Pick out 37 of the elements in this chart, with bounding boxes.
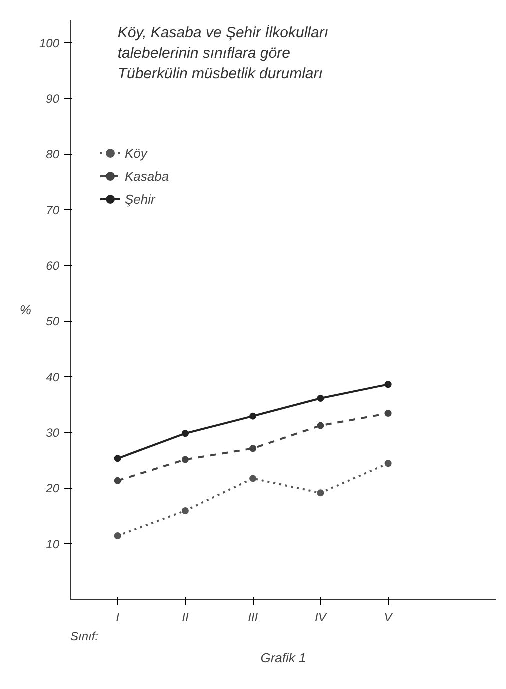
legend-label: Kasaba	[125, 168, 170, 184]
x-tick-label: IV	[315, 610, 328, 624]
point	[317, 490, 324, 497]
y-tick-label: 10	[46, 537, 60, 552]
legend-label: Köy	[125, 146, 148, 160]
legend-label: Şehir	[125, 192, 156, 206]
x-axis-title: Sınıf:	[70, 630, 99, 644]
point	[384, 460, 392, 468]
point	[250, 412, 257, 420]
point	[384, 381, 392, 388]
point	[114, 477, 122, 484]
y-tick-label: 80	[46, 148, 60, 162]
point	[182, 430, 189, 438]
point	[384, 410, 392, 418]
y-tick-label: 60	[46, 258, 60, 273]
x-tick-label: I	[116, 610, 120, 624]
point	[317, 422, 324, 430]
point	[182, 507, 189, 514]
x-tick-label: III	[248, 610, 259, 624]
y-tick-label: 70	[46, 203, 60, 218]
point	[250, 475, 257, 482]
y-tick-label: 90	[46, 92, 60, 106]
x-tick-label: II	[182, 610, 190, 624]
point	[250, 445, 257, 452]
y-tick-label: 40	[46, 370, 60, 384]
text: Köy, Kasaba ve Şehir İlkokulları talebelerinin sınıflara göre Tüberkülin müsbetlik durumları	[118, 24, 329, 82]
y-tick-label: 30	[46, 426, 60, 440]
point	[317, 395, 324, 402]
point	[114, 455, 122, 462]
point	[182, 456, 189, 464]
x-tick-label: V	[384, 610, 394, 624]
text: Grafik 1	[260, 650, 306, 666]
y-axis-title: %	[20, 302, 32, 318]
y-tick-label: 20	[45, 482, 60, 496]
point	[114, 532, 122, 540]
y-tick-label: 100	[39, 36, 60, 50]
y-tick-label: 50	[46, 314, 60, 329]
